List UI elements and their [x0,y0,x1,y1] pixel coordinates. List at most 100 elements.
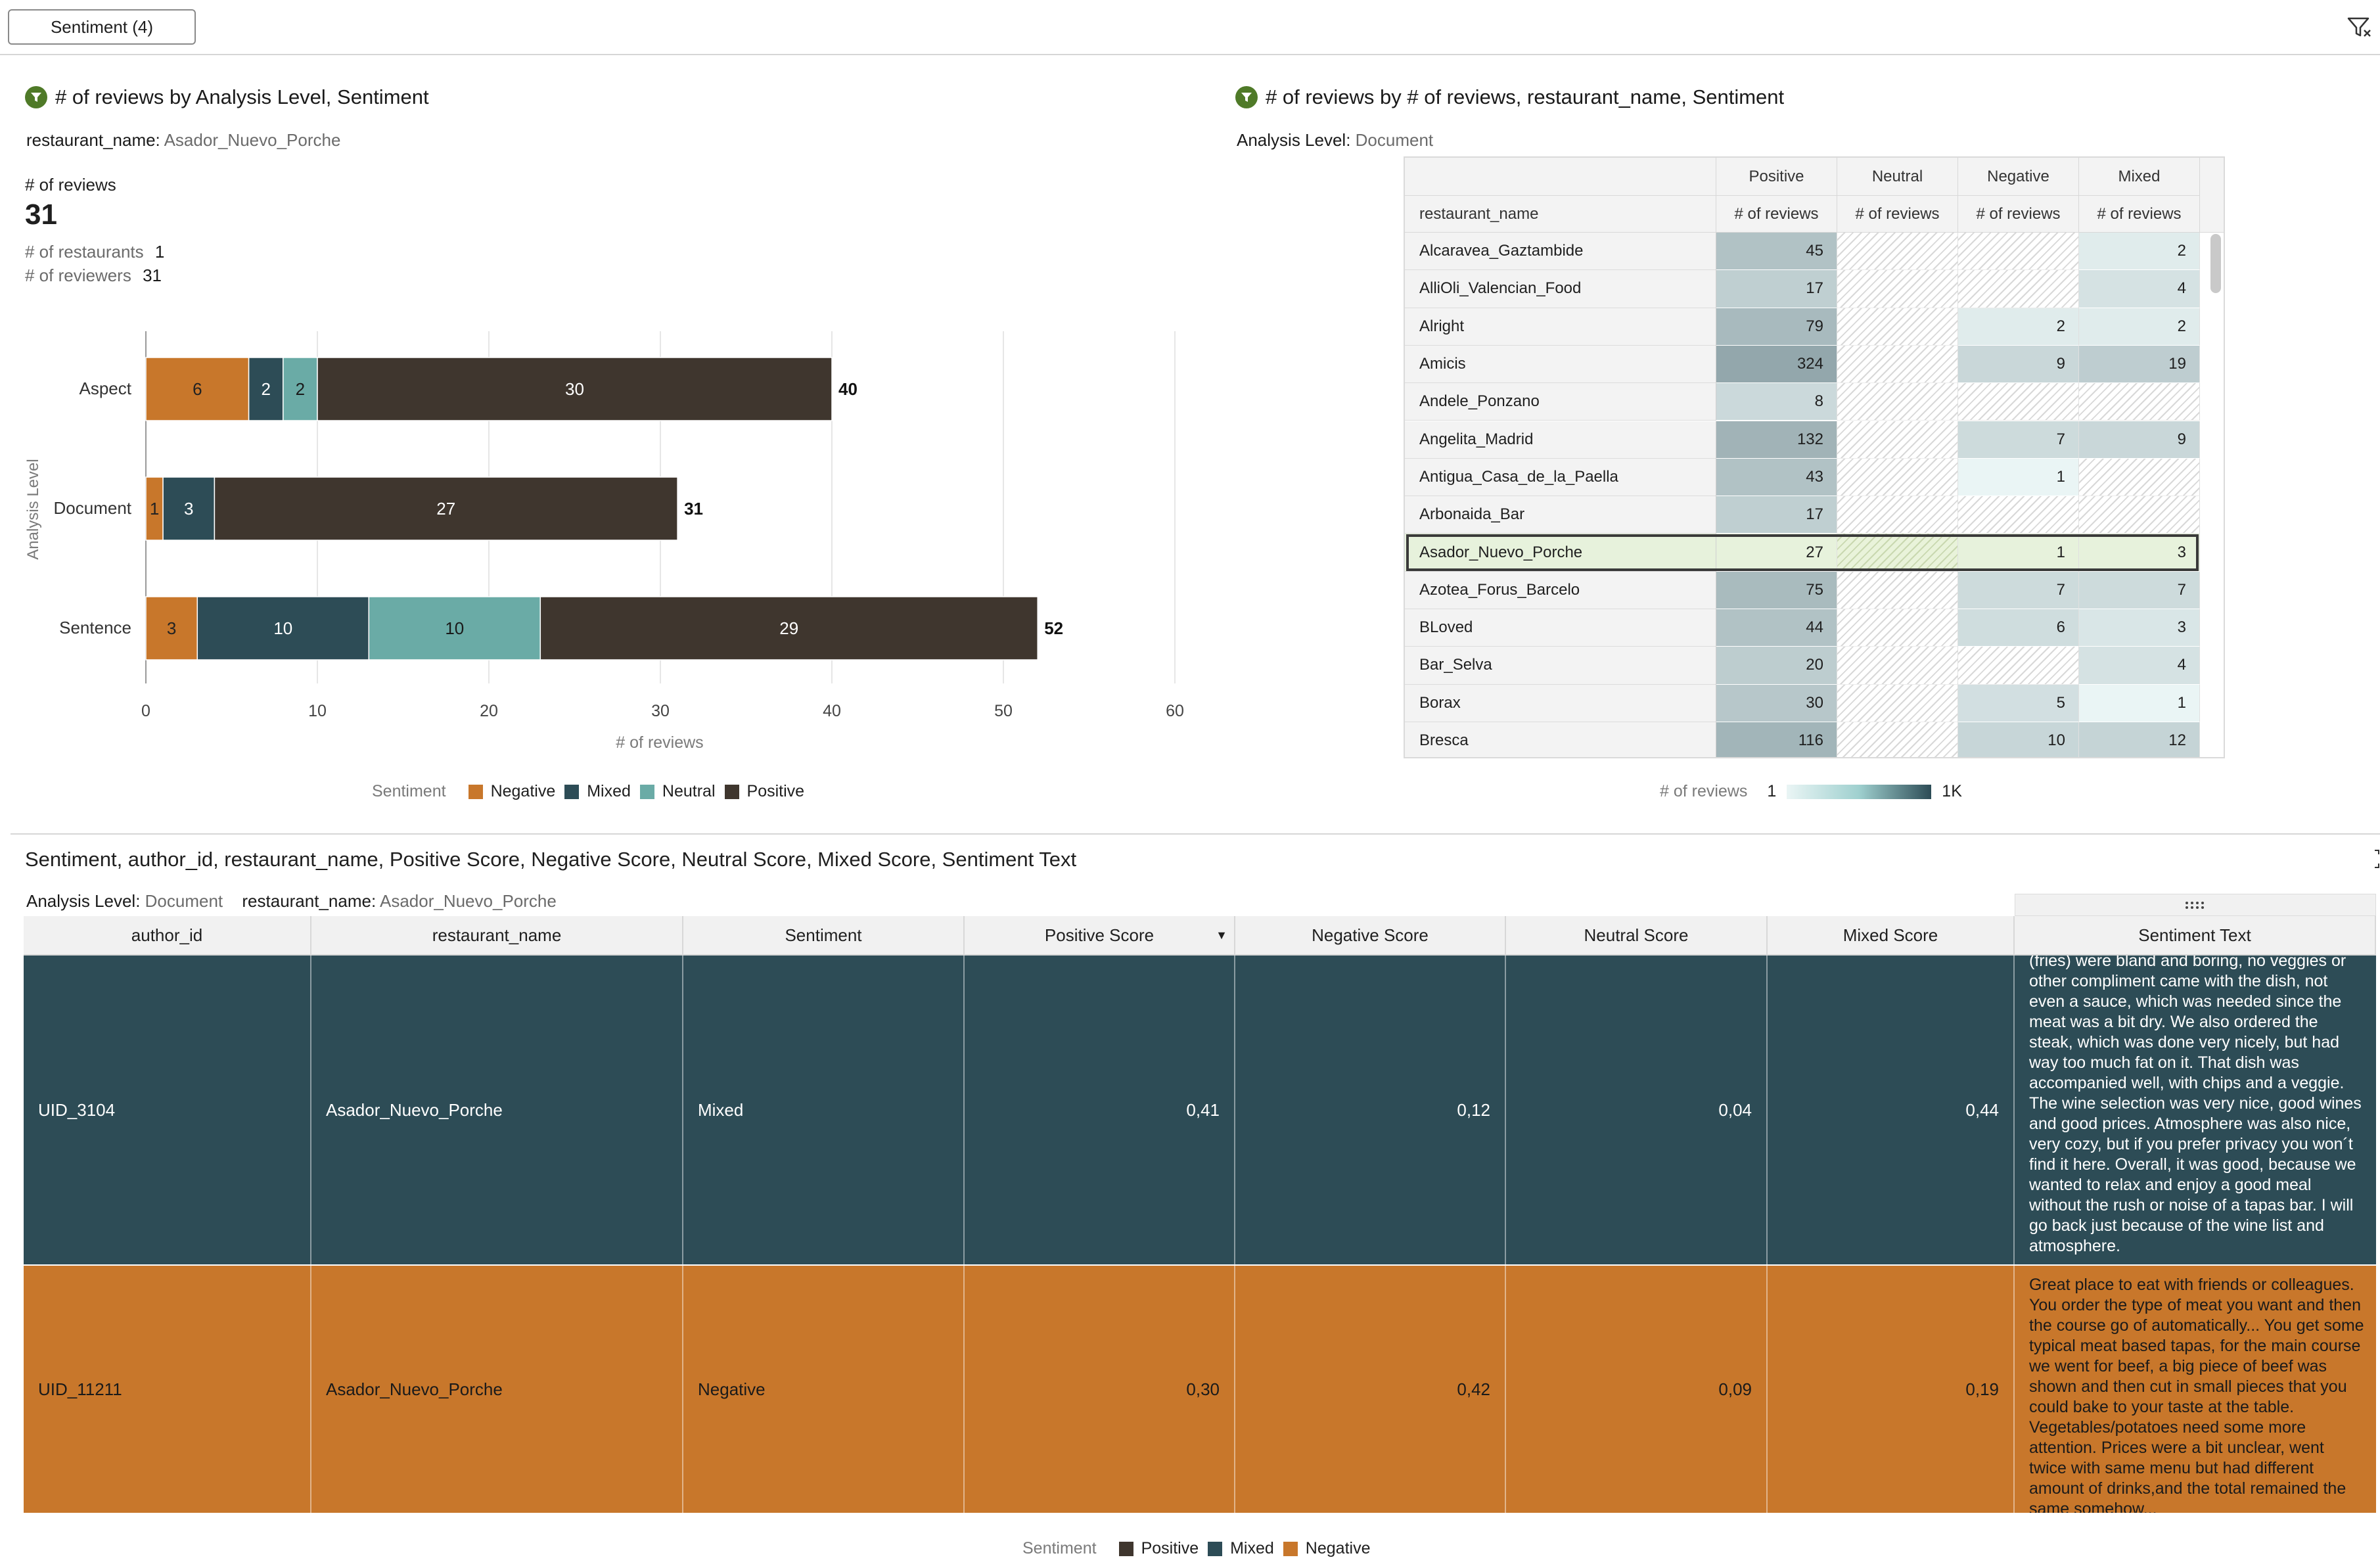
pivot-value-cell[interactable]: 116 [1716,722,1837,757]
detail-legend: Sentiment Positive Mixed Negative [1022,1539,1379,1558]
pivot-value-cell[interactable]: 45 [1716,233,1837,271]
pivot-row-name[interactable]: Borax [1405,684,1716,722]
pivot-value-cell[interactable]: 7 [2079,571,2200,609]
pivot-value-cell[interactable]: 79 [1716,308,1837,346]
pivot-value-cell[interactable]: 6 [1958,609,2079,647]
pivot-value-cell[interactable]: 19 [2079,345,2200,384]
pivot-row-name[interactable]: Bresca [1405,722,1716,757]
pivot-col-header-negative[interactable]: Negative [1958,158,2079,196]
pivot-row-name[interactable]: BLoved [1405,609,1716,647]
table-cell: 0,30 [965,1266,1235,1513]
pivot-value-cell[interactable]: 17 [1716,270,1837,308]
maximize-icon[interactable] [2369,849,2380,869]
pivot-value-cell[interactable]: 4 [2079,270,2200,308]
pivot-value-cell[interactable]: 1 [2079,684,2200,722]
pivot-value-cell[interactable]: 3 [2079,609,2200,647]
column-header[interactable]: Mixed Score [1768,916,2015,956]
pivot-value-cell[interactable]: 9 [2079,421,2200,459]
column-header[interactable]: Negative Score [1235,916,1506,956]
pivot-value-cell[interactable]: 30 [1716,684,1837,722]
legend-title: Sentiment [1022,1539,1097,1557]
filter-funnel-icon [1235,86,1258,108]
pivot-value-cell[interactable]: 20 [1716,647,1837,685]
pivot-null-cell [1958,383,2079,421]
legend-item[interactable]: Mixed [1208,1539,1274,1558]
pivot-row-name[interactable]: Arbonaida_Bar [1405,496,1716,534]
pivot-row-name[interactable]: Angelita_Madrid [1405,421,1716,459]
pivot-value-cell[interactable]: 324 [1716,345,1837,384]
legend-item[interactable]: Negative [468,782,555,801]
pivot-value-cell[interactable]: 17 [1716,496,1837,534]
filter-clear-icon[interactable] [2346,14,2372,41]
pivot-value-cell[interactable]: 75 [1716,571,1837,609]
pivot-value-cell[interactable]: 132 [1716,421,1837,459]
pivot-value-cell[interactable]: 7 [1958,571,2079,609]
legend-min: 1 [1767,782,1777,800]
pivot-value-cell[interactable]: 43 [1716,458,1837,497]
legend-item[interactable]: Positive [724,782,804,801]
pivot-value-cell[interactable]: 3 [2079,534,2200,572]
bar-chart-title-text: # of reviews by Analysis Level, Sentimen… [55,85,429,108]
pivot-row-name[interactable]: AlliOli_Valencian_Food [1405,270,1716,308]
legend-item[interactable]: Positive [1118,1539,1199,1558]
pivot-value-cell[interactable]: 2 [2079,233,2200,271]
legend-item[interactable]: Neutral [639,782,716,801]
column-header[interactable]: Sentiment Text [2015,916,2376,956]
pivot-value-cell[interactable]: 2 [2079,308,2200,346]
pivot-col-header-positive[interactable]: Positive [1716,158,1837,196]
bar-chart-title: # of reviews by Analysis Level, Sentimen… [25,85,429,109]
bar-segment-neutral [283,357,318,421]
pivot-value-cell[interactable]: 44 [1716,609,1837,647]
pivot-row-header: restaurant_name [1405,196,1716,233]
pivot-row-name[interactable]: Alright [1405,308,1716,346]
bar-value-label: 2 [296,379,305,399]
pivot-value-cell[interactable]: 2 [1958,308,2079,346]
table-row[interactable] [24,1266,2376,1513]
legend-item[interactable]: Negative [1283,1539,1370,1558]
pivot-value-cell[interactable]: 9 [1958,345,2079,384]
sentiment-filter-chip[interactable]: Sentiment (4) [8,9,196,45]
pivot-filter: Analysis Level: Document [1237,130,1433,150]
legend-item[interactable]: Mixed [564,782,631,801]
pivot-scrollbar[interactable] [2210,234,2221,293]
legend-swatch [639,784,654,799]
legend-items: Positive Mixed Negative [1118,1539,1380,1558]
pivot-null-cell [2079,383,2200,421]
column-header[interactable]: Positive Score ▼ [965,916,1235,956]
column-header[interactable]: Neutral Score [1506,916,1768,956]
sort-desc-icon[interactable]: ▼ [1216,928,1227,942]
pivot-row-name[interactable]: Amicis [1405,345,1716,384]
column-header[interactable]: author_id [24,916,311,956]
pivot-row-name[interactable]: Azotea_Forus_Barcelo [1405,571,1716,609]
pivot-row-name[interactable]: Antigua_Casa_de_la_Paella [1405,458,1716,497]
column-drag-handle[interactable] [2015,894,2376,916]
pivot-value-cell[interactable]: 5 [1958,684,2079,722]
pivot-null-cell [1837,722,1958,757]
category-label: Aspect [80,379,132,398]
pivot-title: # of reviews by # of reviews, restaurant… [1235,85,1784,109]
column-header[interactable]: restaurant_name [311,916,683,956]
pivot-null-cell [1837,233,1958,271]
pivot-row-name[interactable]: Bar_Selva [1405,647,1716,685]
column-header[interactable]: Sentiment [683,916,965,956]
table-cell: UID_11211 [24,1266,311,1513]
pivot-value-cell[interactable]: 10 [1958,722,2079,757]
pivot-value-cell[interactable]: 7 [1958,421,2079,459]
pivot-row-name[interactable]: Andele_Ponzano [1405,383,1716,421]
table-row[interactable] [24,956,2376,1264]
pivot-value-cell[interactable]: 1 [1958,534,2079,572]
bar-segment-positive [214,476,678,541]
pivot-value-cell[interactable]: 4 [2079,647,2200,685]
pivot-col-header-mixed[interactable]: Mixed [2079,158,2200,196]
pivot-row-name[interactable]: Alcaravea_Gaztambide [1405,233,1716,271]
pivot-value-cell[interactable]: 27 [1716,534,1837,572]
pivot-value-cell[interactable]: 8 [1716,383,1837,421]
filter-value: Document [1355,130,1434,150]
bar-segment-negative [145,476,164,541]
pivot-col-header-neutral[interactable]: Neutral [1837,158,1958,196]
pivot-row-name[interactable]: Asador_Nuevo_Porche [1405,534,1716,572]
stat-label: # of restaurants [25,242,144,262]
pivot-value-cell[interactable]: 12 [2079,722,2200,757]
pivot-null-cell [1837,458,1958,497]
pivot-value-cell[interactable]: 1 [1958,458,2079,497]
